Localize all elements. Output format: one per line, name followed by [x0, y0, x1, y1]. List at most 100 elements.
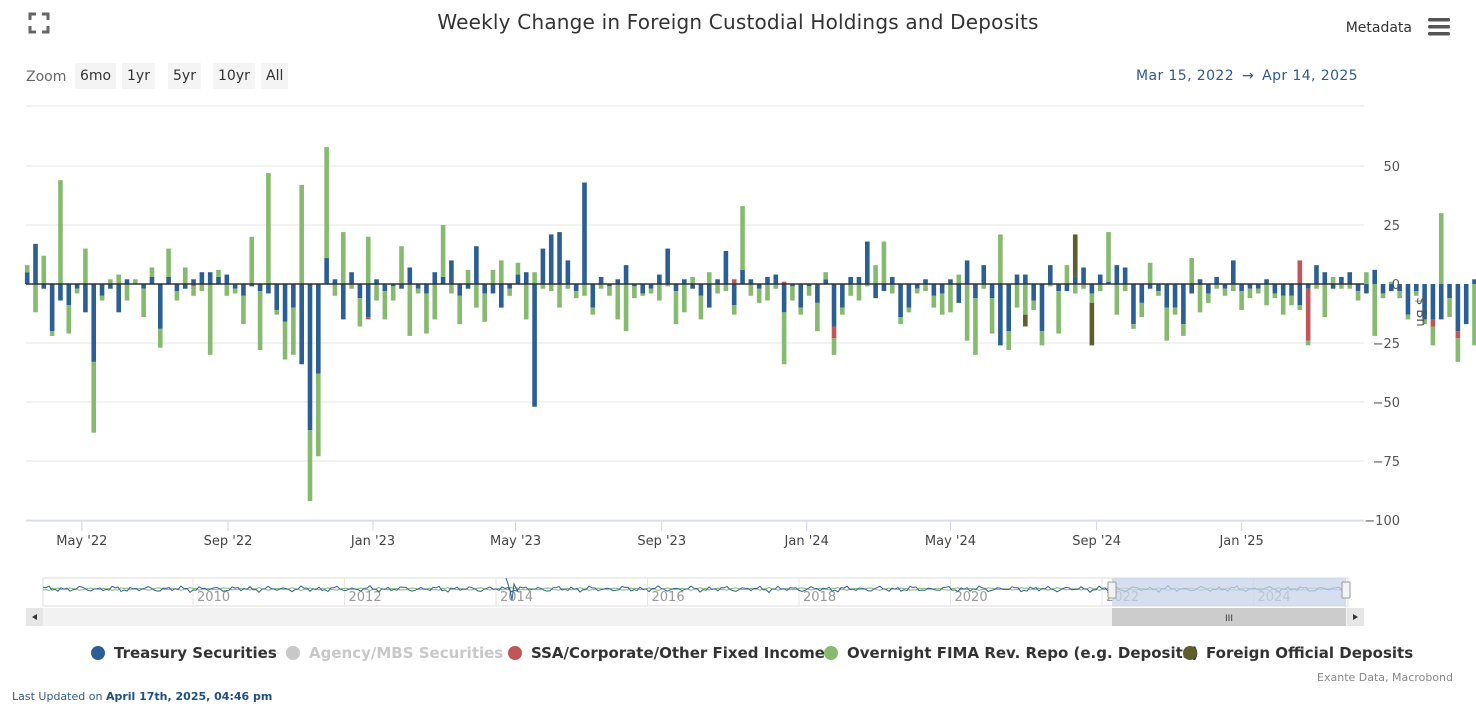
fima-bar[interactable] — [540, 284, 546, 289]
fima-bar[interactable] — [1089, 293, 1095, 303]
fima-bar[interactable] — [332, 284, 338, 296]
fima-bar[interactable] — [474, 284, 479, 308]
treasury-bar[interactable] — [216, 276, 221, 284]
treasury-bar[interactable] — [58, 284, 63, 301]
fima-bar[interactable] — [532, 272, 537, 284]
treasury-bar[interactable] — [1255, 284, 1261, 289]
treasury-bar[interactable] — [1472, 279, 1476, 284]
fima-bar[interactable] — [316, 373, 321, 457]
fima-bar[interactable] — [1364, 272, 1369, 284]
treasury-bar[interactable] — [523, 272, 529, 284]
fima-bar[interactable] — [465, 269, 471, 284]
treasury-bar[interactable] — [815, 284, 820, 303]
treasury-bar[interactable] — [307, 284, 313, 431]
fima-bar[interactable] — [914, 288, 920, 294]
fima-bar[interactable] — [731, 305, 737, 315]
treasury-bar[interactable] — [1305, 284, 1311, 289]
zoom-5yr-button[interactable]: 5yr — [168, 63, 201, 89]
treasury-bar[interactable] — [1072, 276, 1078, 284]
treasury-bar[interactable] — [66, 284, 72, 306]
treasury-bar[interactable] — [1297, 284, 1303, 306]
ssa-bar[interactable] — [1455, 331, 1461, 339]
treasury-bar[interactable] — [1455, 284, 1461, 332]
fima-bar[interactable] — [257, 291, 263, 351]
legend-item-treasury[interactable]: Treasury Securities — [91, 644, 277, 662]
fima-bar[interactable] — [124, 284, 130, 301]
fima-bar[interactable] — [698, 295, 704, 320]
treasury-bar[interactable] — [923, 279, 928, 284]
fima-bar[interactable] — [432, 284, 438, 320]
treasury-bar[interactable] — [291, 284, 296, 308]
treasury-bar[interactable] — [1214, 276, 1219, 284]
fima-bar[interactable] — [199, 284, 205, 292]
ssa-bar[interactable] — [365, 317, 371, 320]
treasury-bar[interactable] — [1031, 284, 1036, 301]
treasury-bar[interactable] — [157, 284, 163, 329]
fima-bar[interactable] — [207, 284, 213, 355]
fima-bar[interactable] — [1280, 295, 1286, 315]
treasury-bar[interactable] — [781, 284, 787, 313]
fima-bar[interactable] — [1072, 284, 1078, 294]
treasury-bar[interactable] — [1222, 284, 1228, 289]
fima-bar[interactable] — [607, 286, 612, 296]
treasury-bar[interactable] — [257, 284, 263, 292]
fima-bar[interactable] — [307, 430, 313, 502]
fima-bar[interactable] — [1289, 295, 1294, 306]
fima-bar[interactable] — [1339, 284, 1344, 289]
treasury-bar[interactable] — [1322, 272, 1328, 284]
fima-bar[interactable] — [1039, 331, 1045, 346]
treasury-bar[interactable] — [914, 284, 920, 289]
fima-bar[interactable] — [1422, 319, 1427, 325]
fima-bar[interactable] — [1272, 293, 1278, 299]
fima-bar[interactable] — [1455, 338, 1461, 362]
navigator[interactable]: 20102012201420162018202020222024III — [0, 570, 1476, 630]
treasury-bar[interactable] — [1230, 260, 1236, 284]
fima-bar[interactable] — [399, 246, 404, 284]
treasury-bar[interactable] — [41, 284, 47, 289]
treasury-bar[interactable] — [1397, 284, 1402, 292]
treasury-bar[interactable] — [740, 269, 745, 284]
fima-bar[interactable] — [998, 234, 1003, 284]
treasury-bar[interactable] — [1147, 284, 1153, 289]
treasury-bar[interactable] — [241, 284, 246, 296]
fima-bar[interactable] — [49, 331, 55, 336]
treasury-bar[interactable] — [91, 284, 97, 362]
fima-bar[interactable] — [33, 284, 38, 313]
fima-bar[interactable] — [66, 305, 72, 334]
treasury-bar[interactable] — [499, 284, 504, 308]
treasury-bar[interactable] — [848, 276, 853, 284]
fima-bar[interactable] — [1405, 314, 1411, 320]
fima-bar[interactable] — [1031, 300, 1036, 310]
treasury-bar[interactable] — [590, 284, 596, 308]
fima-bar[interactable] — [382, 291, 388, 320]
treasury-bar[interactable] — [756, 284, 762, 289]
treasury-bar[interactable] — [199, 272, 205, 284]
legend-item-agency[interactable]: Agency/MBS Securities — [286, 644, 503, 662]
treasury-bar[interactable] — [856, 276, 862, 284]
treasury-bar[interactable] — [449, 260, 454, 284]
treasury-bar[interactable] — [1247, 284, 1253, 289]
treasury-bar[interactable] — [1372, 269, 1377, 284]
ssa-bar[interactable] — [191, 284, 196, 287]
fima-bar[interactable] — [191, 286, 196, 296]
treasury-bar[interactable] — [465, 284, 471, 289]
fima-bar[interactable] — [939, 293, 945, 315]
treasury-bar[interactable] — [881, 284, 887, 292]
fima-bar[interactable] — [390, 286, 396, 301]
treasury-bar[interactable] — [432, 272, 438, 284]
treasury-bar[interactable] — [340, 284, 346, 320]
treasury-bar[interactable] — [1014, 274, 1020, 284]
ssa-bar[interactable] — [1305, 288, 1311, 341]
fima-bar[interactable] — [232, 288, 238, 294]
treasury-bar[interactable] — [1364, 284, 1369, 294]
fima-bar[interactable] — [1064, 265, 1070, 284]
fima-bar[interactable] — [182, 267, 188, 284]
fima-bar[interactable] — [931, 295, 937, 308]
navigator-handle-left[interactable] — [1107, 581, 1117, 599]
fima-bar[interactable] — [615, 284, 621, 320]
treasury-bar[interactable] — [1405, 284, 1411, 315]
fima-bar[interactable] — [1355, 291, 1361, 301]
treasury-bar[interactable] — [632, 284, 637, 287]
fima-bar[interactable] — [1114, 284, 1120, 315]
fima-bar[interactable] — [815, 302, 820, 332]
